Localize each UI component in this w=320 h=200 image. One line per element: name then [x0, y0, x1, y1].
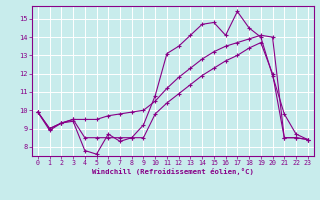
X-axis label: Windchill (Refroidissement éolien,°C): Windchill (Refroidissement éolien,°C): [92, 168, 254, 175]
